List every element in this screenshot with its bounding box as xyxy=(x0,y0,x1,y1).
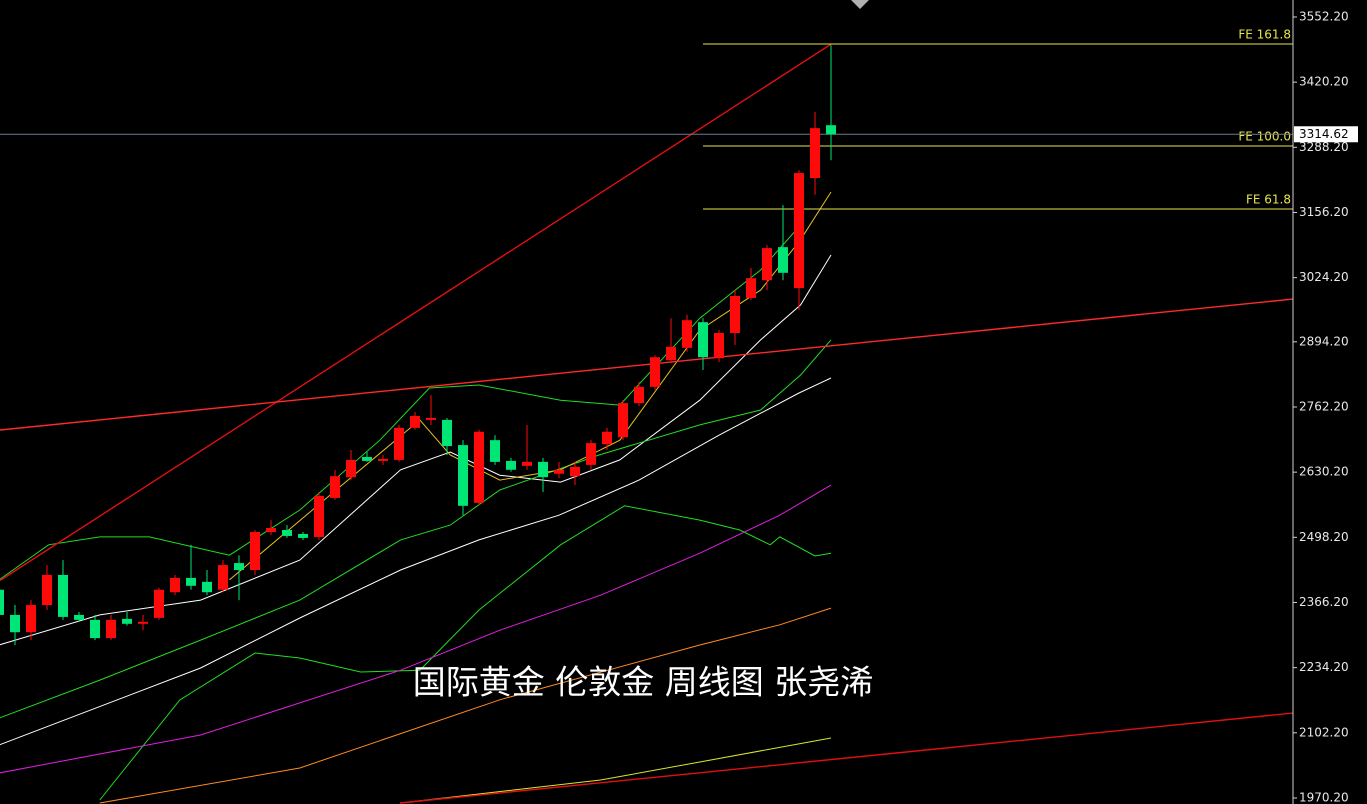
candle-body xyxy=(634,386,644,404)
candle-body xyxy=(602,431,612,445)
y-tick-label: 1970.20 xyxy=(1299,790,1349,804)
y-tick-label: 2762.20 xyxy=(1299,399,1349,413)
candle-body xyxy=(58,574,68,617)
y-tick-label: 2894.20 xyxy=(1299,334,1349,348)
candle-body xyxy=(138,621,148,624)
y-tick-label: 2366.20 xyxy=(1299,595,1349,609)
candle-body xyxy=(506,460,516,470)
candle-body xyxy=(474,431,484,503)
y-tick-label: 2498.20 xyxy=(1299,530,1349,544)
y-tick-label: 3420.20 xyxy=(1299,75,1349,89)
candle-body xyxy=(346,459,356,478)
candle-body xyxy=(826,125,836,135)
last-price-box xyxy=(1294,126,1358,143)
candle-body xyxy=(10,614,20,633)
candle-body xyxy=(202,581,212,593)
candle-body xyxy=(490,440,500,462)
candle-body xyxy=(586,443,596,465)
plot-area: FE 161.8 FE 100.0 FE 61.8 xyxy=(0,27,1293,804)
trend-line xyxy=(0,43,832,582)
y-tick-label: 3156.20 xyxy=(1299,205,1349,219)
y-tick-label: 2102.20 xyxy=(1299,725,1349,739)
candle-body xyxy=(362,456,372,461)
y-tick-label: 3552.20 xyxy=(1299,9,1349,23)
trend-line xyxy=(0,298,1293,431)
candle-body xyxy=(666,346,676,361)
candle-body xyxy=(778,247,788,273)
candle-body xyxy=(714,333,724,359)
candle-body xyxy=(794,173,804,289)
price-axis: 3552.20 3420.20 3288.20 3156.20 3024.20 2894.… xyxy=(1293,9,1358,804)
shift-marker xyxy=(851,0,869,9)
candle-body xyxy=(266,528,276,532)
indicator-line xyxy=(99,607,832,804)
candle-body xyxy=(250,531,260,570)
y-tick-label: 3288.20 xyxy=(1299,140,1349,154)
indicator-line xyxy=(0,339,832,719)
candle-body xyxy=(378,458,388,461)
candle-body xyxy=(186,577,196,586)
candle-body xyxy=(698,322,708,358)
y-tick-label: 2234.20 xyxy=(1299,660,1349,674)
indicator-line xyxy=(400,737,832,804)
last-price-label: 3314.62 xyxy=(1299,127,1349,141)
candle-body xyxy=(522,461,532,466)
candle-body xyxy=(554,469,564,474)
indicator-line xyxy=(0,484,832,774)
fib-label: FE 61.8 xyxy=(1246,193,1291,207)
trend-line xyxy=(399,712,1293,804)
candle-body xyxy=(458,445,468,506)
candle-body xyxy=(122,618,132,624)
candle-body xyxy=(570,466,580,477)
indicator-line xyxy=(0,377,832,746)
candle-body xyxy=(0,589,4,615)
candle-body xyxy=(442,419,452,447)
candle-body xyxy=(730,296,740,334)
candle-body xyxy=(762,248,772,281)
candle-body xyxy=(106,619,116,639)
candle-body xyxy=(810,128,820,179)
candle-body xyxy=(650,357,660,387)
candle-body xyxy=(426,417,436,420)
indicator-line xyxy=(0,254,832,646)
fib-label: FE 100.0 xyxy=(1238,129,1291,143)
candle-body xyxy=(42,574,52,606)
candle-body xyxy=(746,278,756,298)
candle-body xyxy=(234,563,244,570)
candle-body xyxy=(538,461,548,478)
indicator-line xyxy=(99,505,832,801)
candle-body xyxy=(330,476,340,498)
candle-body xyxy=(618,403,628,438)
y-tick-label: 2630.20 xyxy=(1299,465,1349,479)
candle-body xyxy=(26,605,36,633)
candle-body xyxy=(154,589,164,618)
chart-title: 国际黄金 伦敦金 周线图 张尧浠 xyxy=(413,663,873,702)
y-tick-label: 3024.20 xyxy=(1299,270,1349,284)
candle-body xyxy=(682,320,692,348)
candle-body xyxy=(394,427,404,460)
fib-label: FE 161.8 xyxy=(1238,27,1291,41)
candle-body xyxy=(314,495,324,537)
candle-body xyxy=(410,415,420,428)
candle-body xyxy=(90,619,100,639)
candle-body xyxy=(74,614,84,620)
candle-body xyxy=(298,533,308,538)
candle-body xyxy=(282,530,292,536)
candle-body xyxy=(170,577,180,593)
candle-body xyxy=(218,565,228,590)
